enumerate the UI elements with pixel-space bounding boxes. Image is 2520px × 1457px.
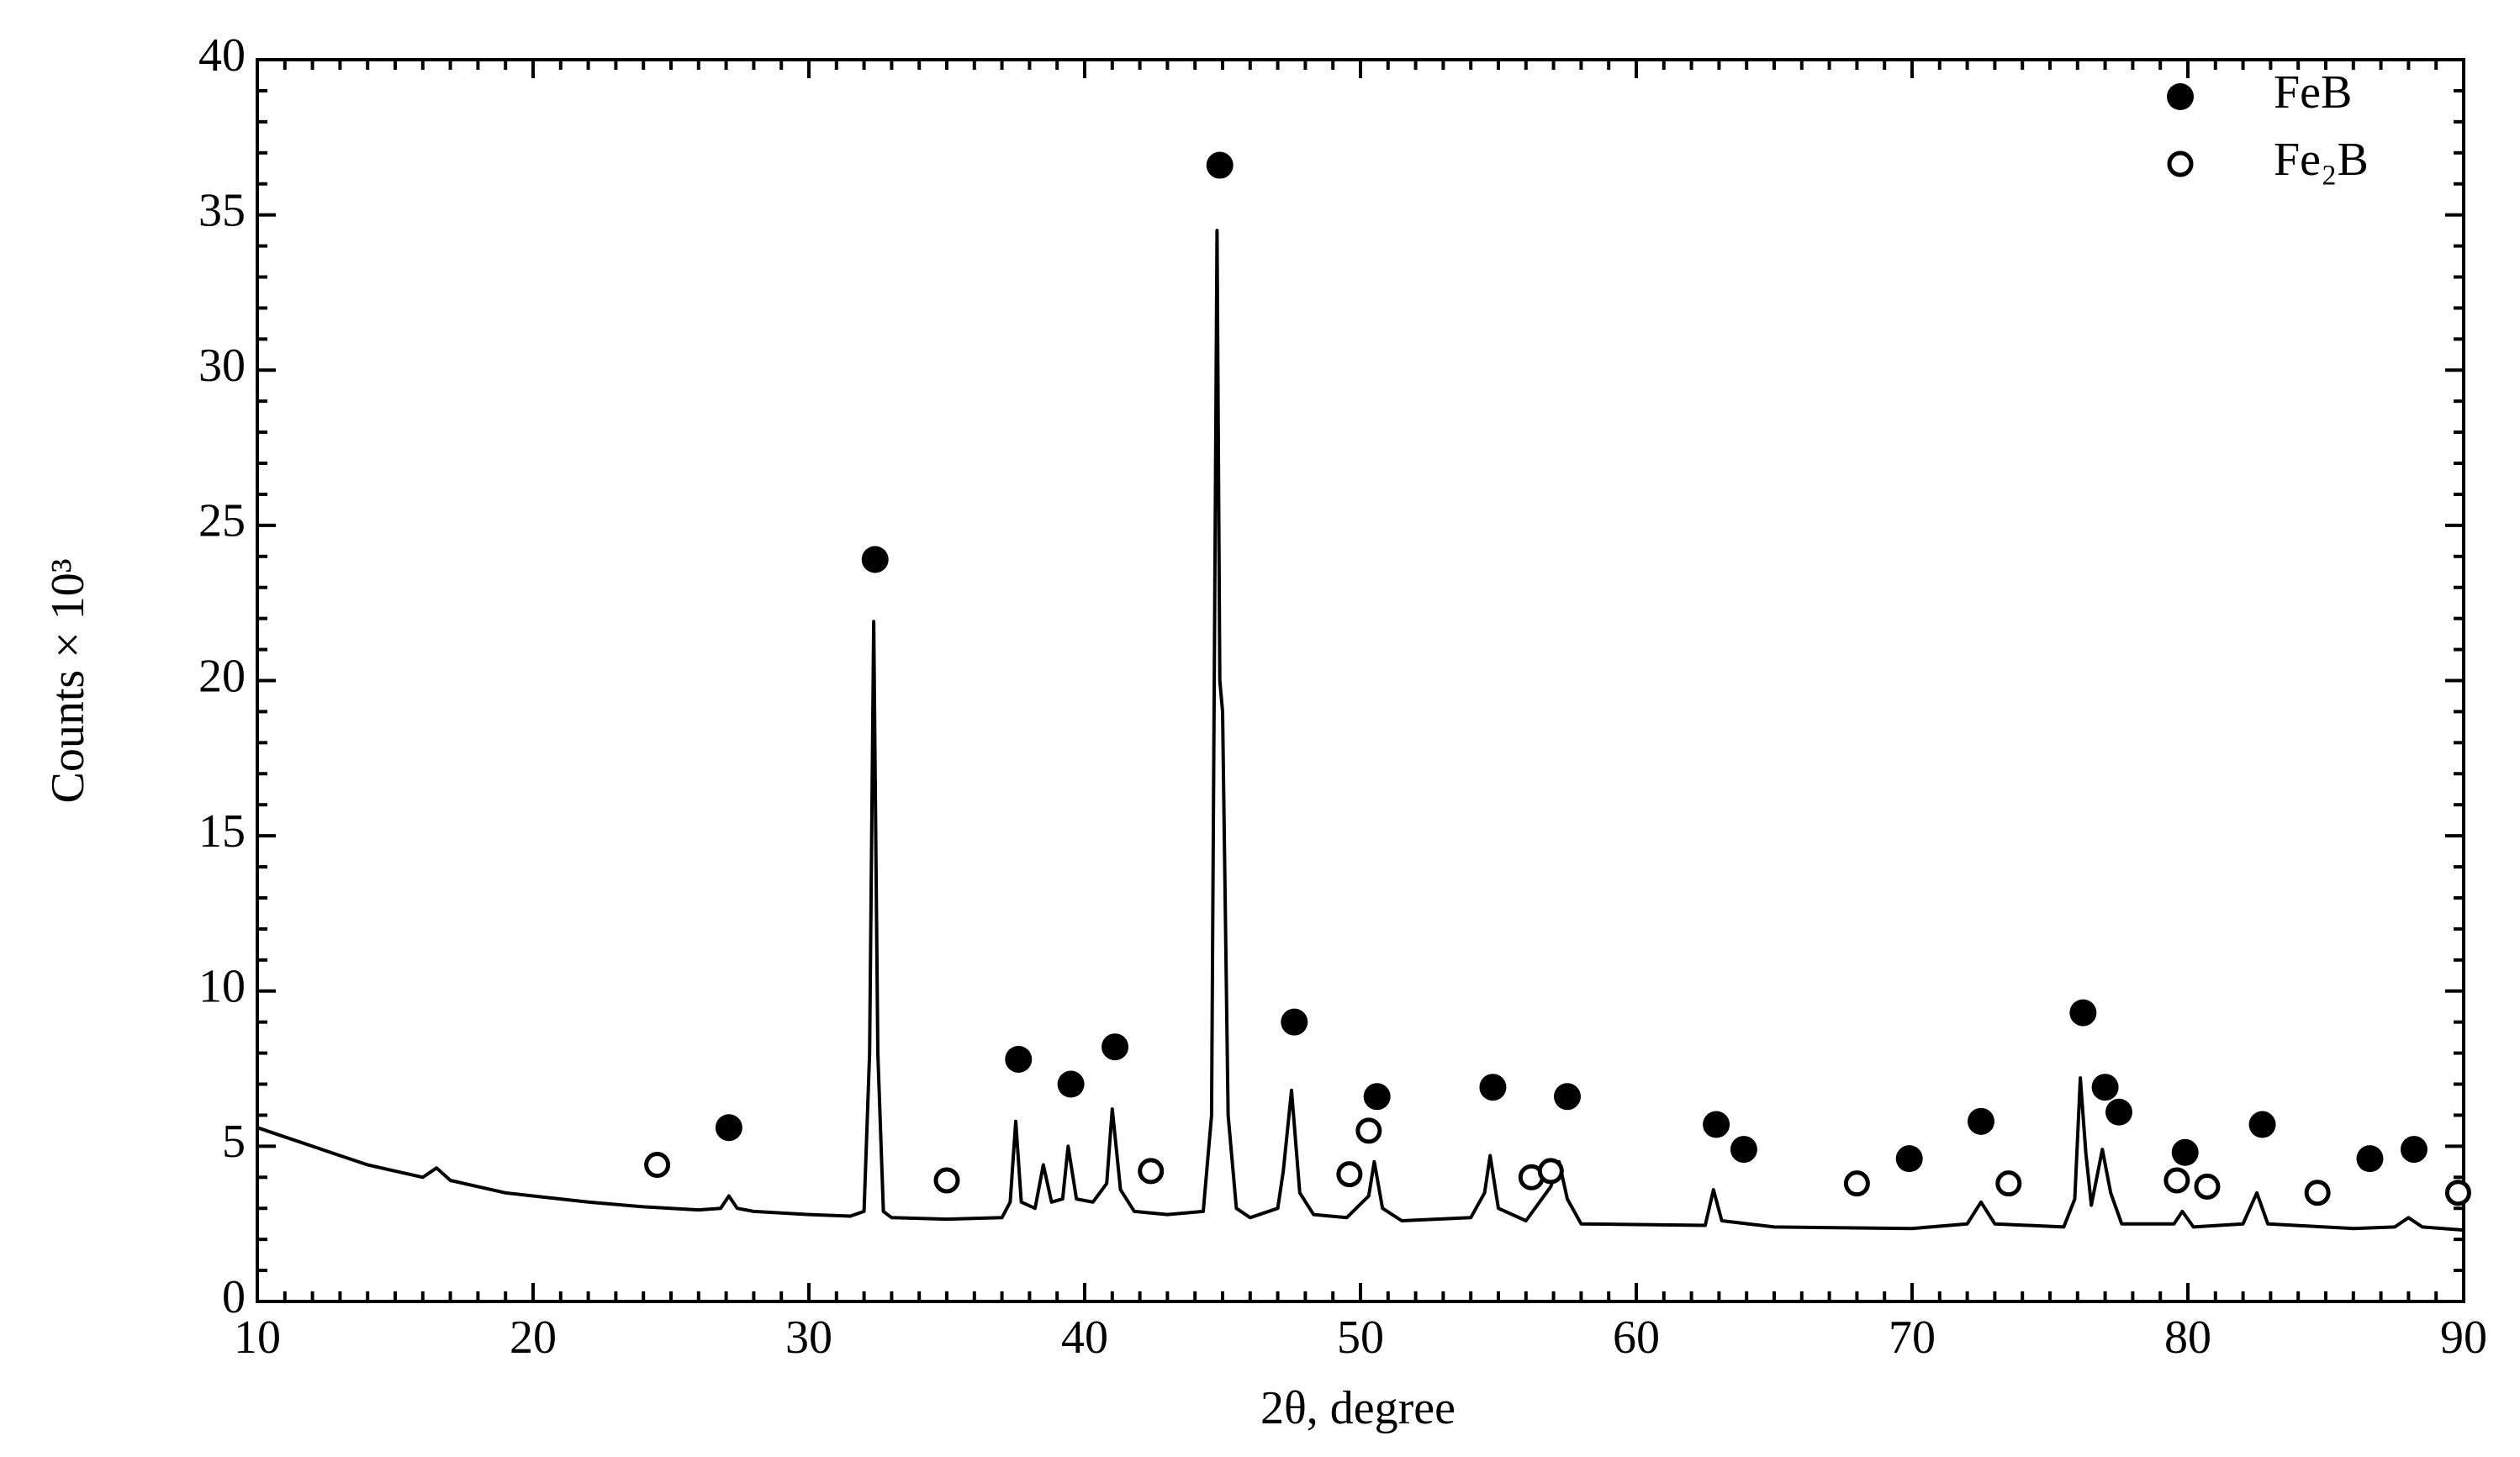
phase-marker [1968,1107,1994,1135]
phase-marker [1554,1083,1581,1111]
phase-marker [2105,1098,2132,1126]
x-tick-label: 60 [1613,1312,1660,1364]
phase-marker [1703,1111,1730,1138]
phase-marker [933,1167,960,1194]
phase-marker [1206,151,1234,179]
y-tick-label: 35 [198,184,246,236]
y-tick-label: 10 [198,961,246,1013]
phase-marker [2356,1145,2384,1173]
phase-marker [1363,1083,1391,1111]
y-axis-label: Counts × 10³ [42,558,94,803]
phase-marker [1336,1161,1363,1188]
phase-marker [1138,1158,1165,1185]
x-axis-label: 2θ, degree [1260,1382,1455,1434]
x-tick-label: 30 [785,1312,832,1364]
y-tick-label: 25 [198,495,246,547]
phase-marker [1730,1136,1757,1164]
phase-marker [1537,1158,1564,1185]
x-tick-label: 10 [234,1312,281,1364]
phase-marker [1281,1008,1308,1036]
x-tick-label: 70 [1889,1312,1936,1364]
phase-marker [2091,1074,2119,1101]
x-tick-label: 20 [510,1312,557,1364]
phase-marker [2248,1111,2276,1138]
phase-marker [1995,1170,2022,1197]
y-tick-label: 15 [198,805,246,858]
phase-marker [1057,1070,1085,1098]
x-tick-label: 80 [2164,1312,2211,1364]
phase-marker [2400,1136,2428,1164]
y-tick-label: 0 [222,1271,246,1323]
x-tick-label: 50 [1337,1312,1384,1364]
phase-marker [1102,1033,1129,1061]
phase-marker [2171,1138,2199,1166]
x-tick-label: 40 [1061,1312,1108,1364]
phase-marker [1843,1170,1870,1197]
phase-marker [2069,999,2097,1027]
legend-marker [2167,83,2194,110]
legend-marker [2167,150,2194,177]
phase-marker [1479,1074,1507,1101]
phase-marker [1355,1117,1382,1144]
x-tick-label: 90 [2440,1312,2487,1364]
y-tick-label: 5 [222,1116,246,1168]
phase-marker [2194,1173,2221,1200]
phase-marker [2163,1167,2190,1194]
y-tick-label: 20 [198,650,246,702]
phase-marker [861,546,889,573]
phase-marker [1895,1145,1923,1173]
y-tick-label: 40 [198,29,246,82]
phase-marker [2444,1180,2471,1206]
plot-frame [256,58,2465,1303]
phase-marker [644,1152,671,1179]
y-tick-label: 30 [198,340,246,392]
phase-marker [2304,1180,2331,1206]
xrd-line [256,229,2465,1233]
legend-label: FeB [2274,66,2352,119]
phase-marker [715,1114,742,1142]
legend-label: Fe₂B [2274,134,2369,186]
phase-marker [1005,1045,1033,1073]
